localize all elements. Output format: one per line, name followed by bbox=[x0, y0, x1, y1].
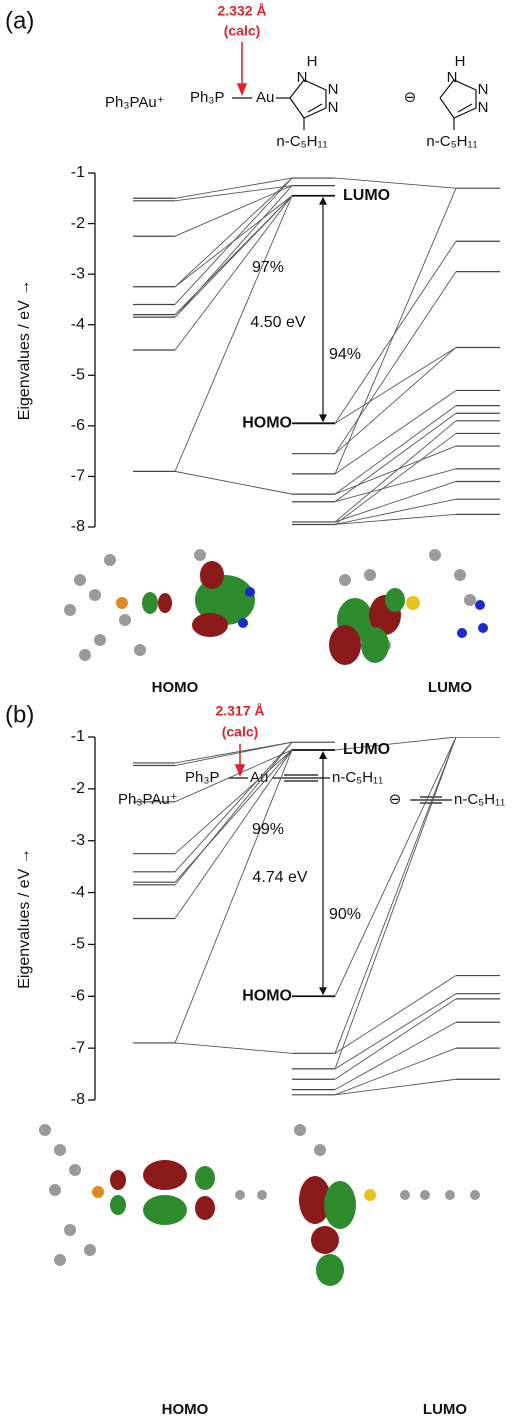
correlation-line bbox=[175, 1043, 292, 1053]
page: {"chart_data": [ {"type": "energy-level"… bbox=[0, 0, 527, 1427]
y-axis-label: Eigenvalues / eV → bbox=[16, 848, 33, 989]
y-tick-label: -4 bbox=[71, 316, 85, 333]
annotation: 99% bbox=[252, 821, 284, 838]
orbital-caption: LUMO bbox=[428, 679, 472, 696]
panel-label: (a) bbox=[5, 7, 34, 34]
correlation-line bbox=[175, 186, 292, 317]
correlation-line bbox=[335, 421, 456, 522]
y-tick-label: -5 bbox=[71, 367, 85, 384]
y-tick-label: -2 bbox=[71, 780, 85, 797]
correlation-line bbox=[335, 1022, 456, 1089]
correlation-line bbox=[335, 433, 456, 524]
structure-label: N bbox=[478, 81, 489, 98]
correlation-line bbox=[335, 1079, 456, 1095]
arrow-head bbox=[319, 197, 327, 205]
y-tick-label: -1 bbox=[71, 728, 85, 745]
annotation: 4.74 eV bbox=[252, 869, 307, 886]
structure-label: H bbox=[307, 53, 318, 70]
arrow-head bbox=[319, 987, 327, 995]
correlation-line bbox=[335, 976, 456, 1054]
orbital-caption: HOMO bbox=[162, 1401, 209, 1418]
annotation: 4.50 eV bbox=[250, 314, 305, 331]
structure-label: N bbox=[447, 69, 458, 86]
structure-label: N bbox=[297, 69, 308, 86]
bond-note: (calc) bbox=[222, 724, 259, 740]
structure-label: H bbox=[455, 53, 466, 70]
structure-label: n-C₅H₁₁ bbox=[454, 791, 505, 808]
structure-label: Ph₃P bbox=[185, 769, 219, 786]
correlation-line bbox=[175, 742, 292, 885]
y-tick-label: -6 bbox=[71, 417, 85, 434]
annotation: 94% bbox=[329, 346, 361, 363]
structure-label: Au bbox=[256, 89, 274, 106]
structure-label: ⊖ bbox=[404, 89, 417, 106]
structure-label: n-C₅H₁₁ bbox=[276, 133, 327, 150]
correlation-line bbox=[335, 499, 456, 524]
orbital-label: LUMO bbox=[343, 741, 390, 758]
structure-label: N bbox=[328, 99, 339, 116]
correlation-line bbox=[175, 471, 292, 494]
arrow-head bbox=[319, 414, 327, 422]
correlation-line bbox=[335, 469, 456, 502]
bond-length: 2.317 Å bbox=[215, 703, 264, 719]
structure-label: n-C₅H₁₁ bbox=[426, 133, 477, 150]
structure-label: Ph₃P bbox=[190, 89, 224, 106]
y-tick-label: -2 bbox=[71, 215, 85, 232]
orbital-image bbox=[39, 1124, 480, 1286]
correlation-line bbox=[335, 446, 456, 494]
structure-label: Ph₃PAu⁺ bbox=[105, 94, 165, 111]
structure-label: ⊖ bbox=[389, 791, 402, 808]
orbital-caption: LUMO bbox=[423, 1401, 467, 1418]
arrow-head bbox=[319, 751, 327, 759]
y-tick-label: -3 bbox=[71, 832, 85, 849]
bond-arrows bbox=[236, 42, 246, 775]
correlation-line bbox=[335, 1048, 456, 1095]
orbital-image bbox=[64, 549, 488, 665]
correlation-line bbox=[175, 196, 292, 317]
annotation: 97% bbox=[252, 259, 284, 276]
correlation-line bbox=[335, 406, 456, 495]
y-tick-label: -7 bbox=[71, 468, 85, 485]
orbital-label: LUMO bbox=[343, 187, 390, 204]
structure-label: N bbox=[328, 81, 339, 98]
orbital-label: HOMO bbox=[242, 415, 292, 432]
correlation-line bbox=[335, 999, 456, 1079]
correlation-line bbox=[175, 178, 292, 304]
correlation-line bbox=[335, 188, 456, 474]
structure-label: N bbox=[478, 99, 489, 116]
plot bbox=[133, 178, 500, 524]
bond-length: 2.332 Å bbox=[217, 3, 266, 19]
plot bbox=[133, 737, 500, 1095]
orbital-caption: HOMO bbox=[152, 679, 199, 696]
correlation-line bbox=[335, 241, 456, 423]
y-tick-label: -3 bbox=[71, 265, 85, 282]
structure-label: n-C₅H₁₁ bbox=[332, 769, 383, 786]
annotation: 90% bbox=[329, 906, 361, 923]
y-tick-label: -7 bbox=[71, 1039, 85, 1056]
y-tick-label: -4 bbox=[71, 884, 85, 901]
y-tick-label: -5 bbox=[71, 936, 85, 953]
y-tick-label: -6 bbox=[71, 988, 85, 1005]
panel-label: (b) bbox=[5, 701, 34, 728]
y-axis-label: Eigenvalues / eV → bbox=[16, 280, 33, 421]
structure-label: Ph₃PAu⁺ bbox=[118, 791, 178, 808]
orbital-label: HOMO bbox=[242, 988, 292, 1005]
y-tick-label: -8 bbox=[71, 518, 85, 535]
bond-note: (calc) bbox=[224, 23, 261, 39]
y-tick-label: -1 bbox=[71, 164, 85, 181]
figure: (a)2.332 Å(calc)Ph₃PAu⁺Ph₃PAuHNNNn-C₅H₁₁… bbox=[0, 0, 527, 1427]
y-tick-label: -8 bbox=[71, 1091, 85, 1108]
correlation-line bbox=[335, 737, 456, 1069]
